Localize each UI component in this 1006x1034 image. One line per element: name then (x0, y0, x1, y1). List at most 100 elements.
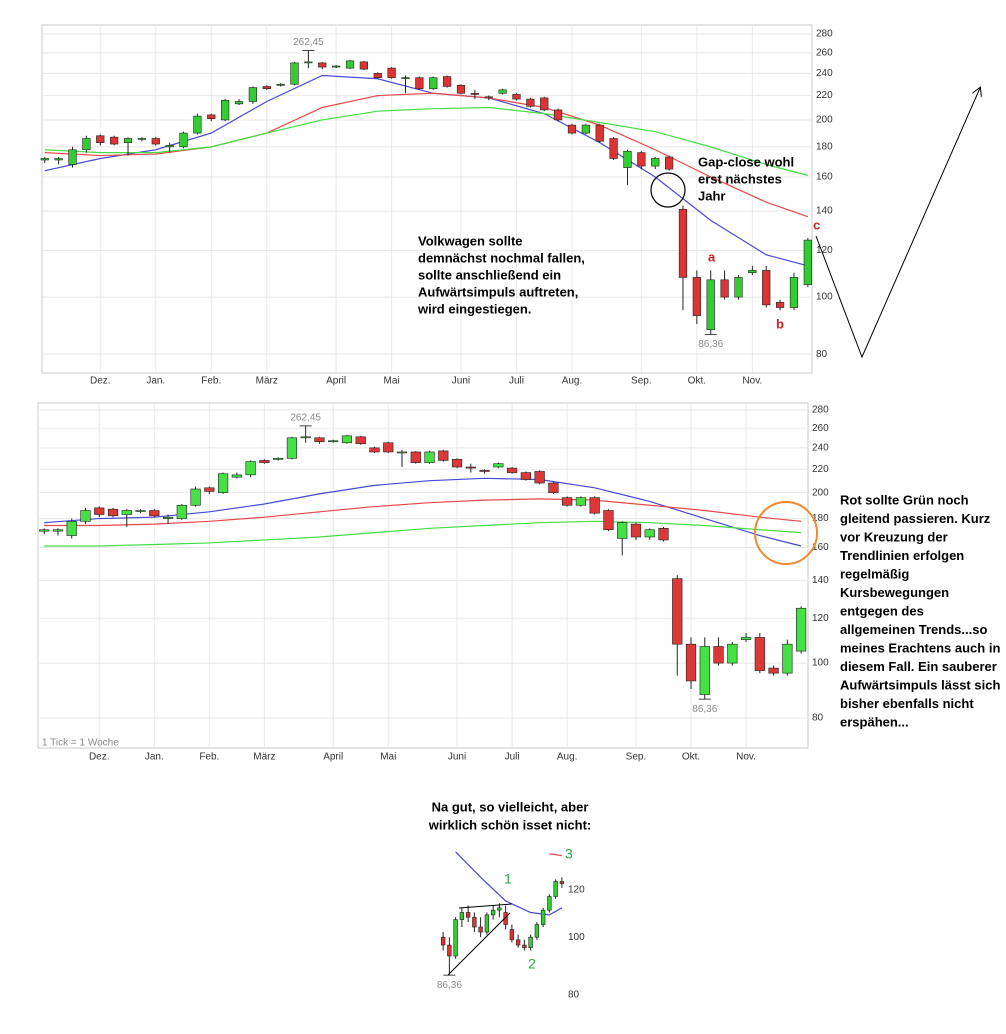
candle-body (651, 158, 660, 167)
candle-body (162, 516, 174, 519)
candle-body (332, 65, 341, 68)
x-tick-label: Aug. (562, 376, 583, 387)
candle-body (453, 919, 458, 957)
candle-body (567, 124, 577, 134)
y-tick-label: 140 (812, 575, 829, 586)
tick-note: 1 Tick = 1 Woche (42, 738, 119, 749)
candle-body (528, 936, 533, 949)
candle-body (740, 637, 752, 640)
y-tick-label: 120 (812, 613, 829, 624)
candle-body (137, 138, 147, 140)
trend-line (447, 912, 511, 976)
note-line: entgegen des (840, 603, 924, 618)
candle-body (149, 510, 160, 517)
candle-body (151, 138, 160, 145)
x-tick-label: Juli (505, 752, 520, 763)
candle-body (672, 578, 683, 645)
candle-body (472, 916, 477, 928)
candle-body (713, 646, 724, 664)
y-tick-label: 160 (816, 172, 833, 183)
y-tick-label: 240 (812, 442, 829, 453)
candle-body (52, 529, 64, 532)
note-line: wirklich schön isset nicht: (428, 817, 592, 832)
extreme-label: 86,36 (692, 704, 717, 715)
candle-body (658, 528, 669, 541)
extreme-label: 262,45 (293, 37, 324, 48)
candle-body (328, 440, 339, 443)
candle-body (373, 73, 382, 78)
x-tick-label: Mai (384, 376, 400, 387)
projection (815, 88, 980, 359)
note-line: Jahr (698, 188, 725, 203)
candle-body (692, 277, 701, 316)
note-line: allgemeinen Trends...so (840, 622, 987, 637)
candle-body (396, 451, 408, 454)
point-mark: 3 (565, 846, 573, 862)
x-tick-label: Dez. (89, 752, 110, 763)
candle-body (259, 460, 270, 463)
candle-body (438, 450, 449, 461)
moving-average (44, 498, 802, 527)
note-line: Aufwärtsimpuls lässt sich (840, 677, 1000, 692)
note-line: Aufwärtsimpuls auftreten, (418, 284, 578, 299)
candle-body (110, 136, 119, 145)
note-line: Na gut, so vielleicht, aber (432, 799, 589, 814)
candle-body (273, 457, 284, 460)
candle-body (540, 97, 549, 111)
note-line: erspähen... (840, 714, 909, 729)
moving-average (44, 92, 809, 218)
x-tick-label: Feb. (201, 376, 221, 387)
candle-body (54, 158, 63, 161)
candle-body (456, 85, 466, 94)
candle-body (782, 643, 793, 674)
note-line: bisher ebenfalls nicht (840, 696, 974, 711)
note-line: erst nächstes (698, 171, 782, 186)
candle-body (540, 909, 546, 925)
candle-body (796, 607, 807, 652)
candle-body (276, 83, 285, 86)
candle-body (245, 461, 256, 476)
x-tick-label: Jan. (145, 752, 164, 763)
y-tick-label: 100 (812, 658, 829, 669)
x-tick-label: Okt. (688, 376, 706, 387)
candle-body (526, 98, 535, 107)
candle-body (581, 124, 590, 134)
gap-circle (650, 172, 686, 208)
candle-body (678, 208, 688, 278)
candle-body (465, 466, 476, 469)
y-tick-label: 80 (568, 990, 580, 1001)
y-tick-label: 180 (816, 142, 833, 153)
candle-body (685, 643, 697, 682)
candle-body (775, 301, 785, 308)
candle-body (748, 270, 757, 274)
x-tick-label: April (326, 376, 346, 387)
candle-body (341, 435, 353, 444)
candle-body (803, 239, 812, 285)
candle-body (623, 150, 632, 168)
candle-body (637, 152, 646, 167)
x-tick-label: Aug. (557, 752, 578, 763)
candle-body (415, 77, 424, 90)
candle-body (82, 138, 91, 151)
y-tick-label: 140 (816, 206, 833, 217)
note-line: wird eingestiegen. (417, 301, 531, 316)
y-tick-label: 280 (816, 29, 833, 40)
candle-body (630, 523, 642, 538)
candle-body (553, 109, 563, 121)
y-tick-label: 220 (812, 464, 829, 475)
candle-body (447, 944, 452, 957)
candle-body (345, 60, 355, 69)
y-tick-label: 220 (816, 90, 833, 101)
y-tick-label: 120 (816, 245, 833, 256)
candle-body (548, 482, 559, 493)
candle-body (595, 124, 604, 142)
y-tick-label: 100 (816, 292, 833, 303)
note-line: Trendlinien erfolgen (840, 548, 964, 563)
candle-body (387, 67, 396, 78)
moving-average (455, 851, 563, 916)
extreme-label: 86,36 (437, 980, 462, 991)
note-line: vor Kreuzung der (840, 529, 948, 544)
candle-body (575, 497, 587, 506)
candle-body (176, 504, 187, 519)
